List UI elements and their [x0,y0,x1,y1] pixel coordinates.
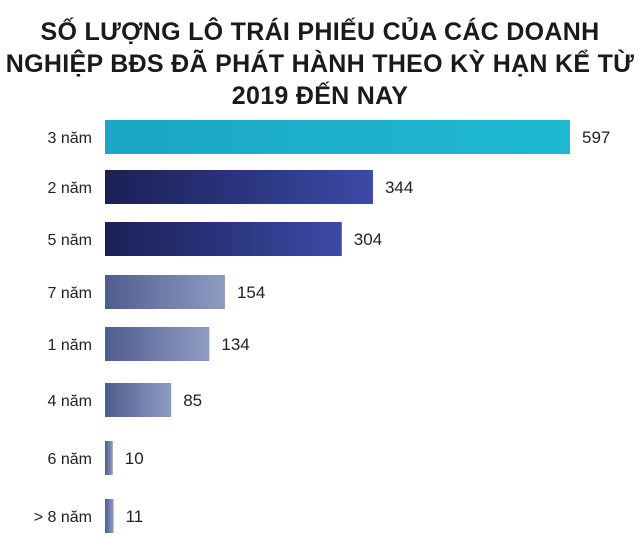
category-label: 4 năm [48,393,92,410]
category-label: 3 năm [48,130,92,147]
value-label: 344 [385,178,413,197]
bar [105,383,172,417]
chart-title-line-1: SỐ LƯỢNG LÔ TRÁI PHIẾU CỦA CÁC DOANH [40,18,600,46]
value-label: 11 [126,507,144,526]
bar [105,120,570,154]
bar [105,275,225,309]
value-label: 304 [354,230,382,249]
value-label: 85 [183,391,202,410]
category-label: 7 năm [48,285,92,302]
value-label: 597 [582,128,610,147]
category-label: 6 năm [48,451,92,468]
bar [105,327,210,361]
chart-title: SỐ LƯỢNG LÔ TRÁI PHIẾU CỦA CÁC DOANH NGH… [0,16,640,112]
chart-title-line-2: NGHIỆP BĐS ĐÃ PHÁT HÀNH THEO KỲ HẠN KỂ T… [5,50,635,78]
category-label: 5 năm [48,232,92,249]
category-label: 2 năm [48,180,92,197]
bar [105,441,113,475]
bar [105,222,342,256]
value-label: 10 [125,449,144,468]
category-label: 1 năm [48,337,92,354]
category-label: > 8 năm [34,509,92,526]
bar [105,170,373,204]
value-label: 154 [237,283,265,302]
value-label: 134 [221,335,249,354]
chart-title-line-3: 2019 ĐẾN NAY [231,82,409,110]
bar [105,499,114,533]
